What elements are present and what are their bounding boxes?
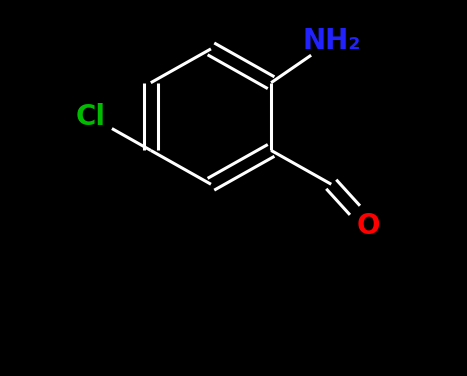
Text: NH₂: NH₂ — [302, 27, 361, 55]
Text: O: O — [357, 212, 381, 240]
Text: Cl: Cl — [76, 103, 106, 130]
